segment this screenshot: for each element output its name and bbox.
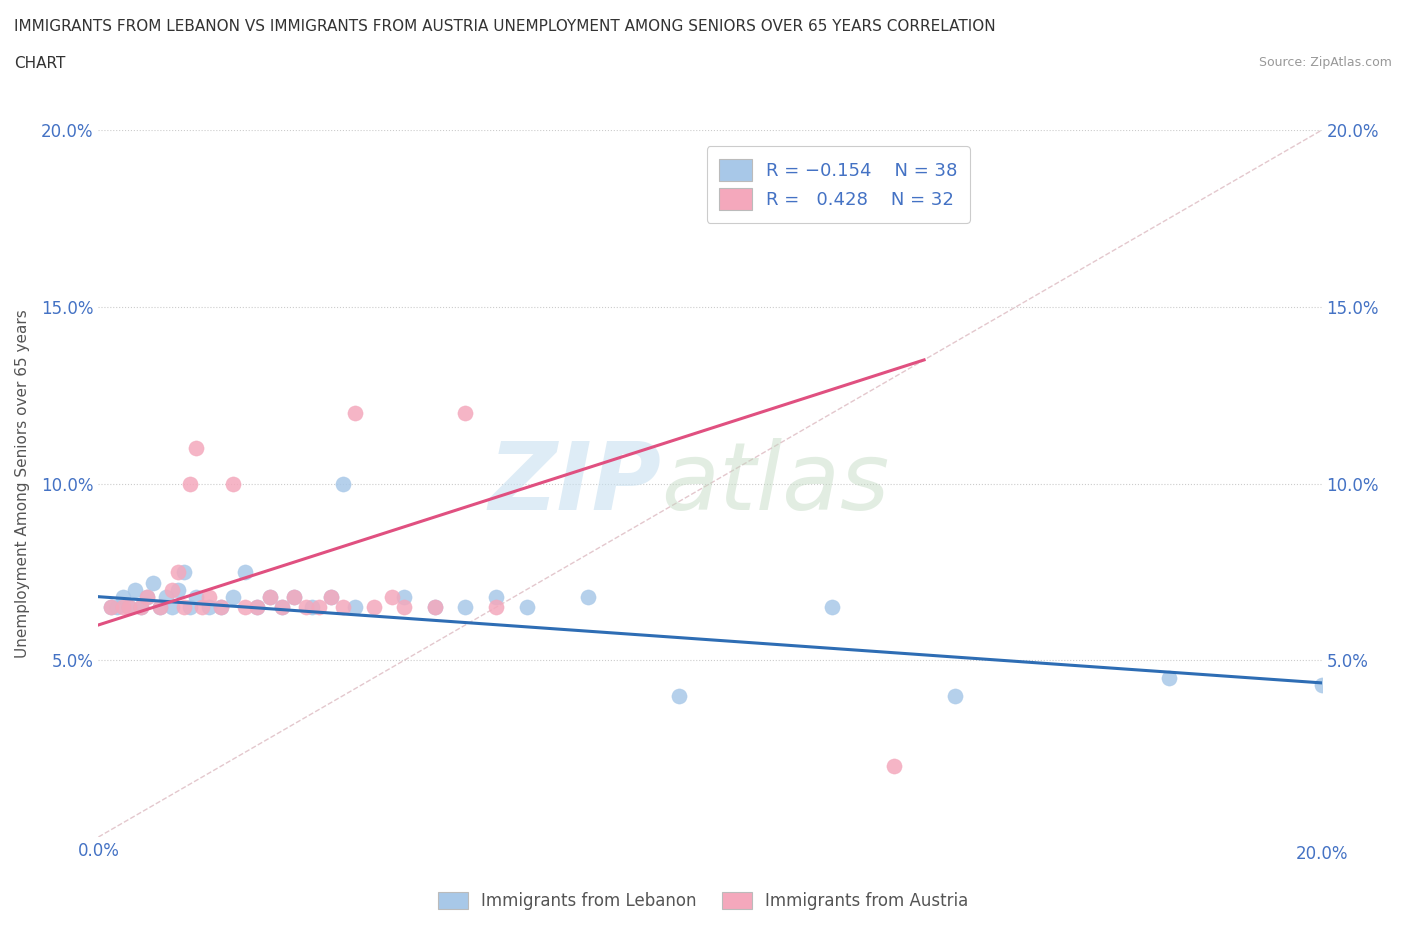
Point: [129, 600, 152, 615]
Point: [943, 688, 966, 703]
Point: [301, 600, 323, 615]
Point: [100, 600, 122, 615]
Point: [160, 600, 183, 615]
Point: [155, 590, 177, 604]
Point: [283, 590, 305, 604]
Text: CHART: CHART: [14, 56, 66, 71]
Point: [668, 688, 690, 703]
Point: [142, 575, 165, 590]
Point: [259, 590, 281, 604]
Point: [344, 600, 367, 615]
Point: [270, 600, 292, 615]
Point: [222, 590, 245, 604]
Point: [381, 590, 404, 604]
Point: [332, 476, 354, 491]
Point: [111, 600, 134, 615]
Point: [129, 600, 152, 615]
Point: [392, 600, 416, 615]
Point: [363, 600, 385, 615]
Point: [283, 590, 305, 604]
Point: [454, 405, 477, 420]
Point: [191, 600, 214, 615]
Point: [821, 600, 844, 615]
Point: [136, 590, 159, 604]
Text: Source: ZipAtlas.com: Source: ZipAtlas.com: [1258, 56, 1392, 69]
Y-axis label: Unemployment Among Seniors over 65 years: Unemployment Among Seniors over 65 years: [15, 310, 30, 658]
Point: [118, 600, 141, 615]
Point: [173, 600, 195, 615]
Point: [1157, 671, 1180, 685]
Point: [344, 405, 367, 420]
Point: [270, 600, 292, 615]
Point: [179, 476, 201, 491]
Point: [332, 600, 354, 615]
Point: [111, 590, 134, 604]
Point: [197, 600, 219, 615]
Point: [246, 600, 269, 615]
Point: [233, 565, 256, 579]
Point: [209, 600, 232, 615]
Point: [485, 590, 508, 604]
Point: [454, 600, 477, 615]
Point: [186, 590, 208, 604]
Point: [173, 565, 195, 579]
Point: [100, 600, 122, 615]
Point: [160, 582, 183, 597]
Point: [246, 600, 269, 615]
Point: [423, 600, 446, 615]
Point: [105, 600, 128, 615]
Point: [209, 600, 232, 615]
Text: 20.0%: 20.0%: [1295, 845, 1348, 863]
Point: [319, 590, 342, 604]
Point: [186, 441, 208, 456]
Point: [308, 600, 330, 615]
Point: [179, 600, 201, 615]
Point: [883, 759, 905, 774]
Point: [319, 590, 342, 604]
Point: [197, 590, 219, 604]
Point: [124, 582, 146, 597]
Point: [423, 600, 446, 615]
Point: [295, 600, 318, 615]
Point: [222, 476, 245, 491]
Point: [392, 590, 416, 604]
Point: [576, 590, 599, 604]
Point: [136, 590, 159, 604]
Point: [149, 600, 172, 615]
Point: [259, 590, 281, 604]
Text: IMMIGRANTS FROM LEBANON VS IMMIGRANTS FROM AUSTRIA UNEMPLOYMENT AMONG SENIORS OV: IMMIGRANTS FROM LEBANON VS IMMIGRANTS FR…: [14, 19, 995, 33]
Legend: R = −0.154    N = 38, R =   0.428    N = 32: R = −0.154 N = 38, R = 0.428 N = 32: [706, 146, 970, 223]
Point: [233, 600, 256, 615]
Legend: Immigrants from Lebanon, Immigrants from Austria: Immigrants from Lebanon, Immigrants from…: [432, 885, 974, 917]
Text: ZIP: ZIP: [488, 438, 661, 529]
Text: atlas: atlas: [661, 438, 890, 529]
Point: [516, 600, 538, 615]
Point: [1310, 678, 1333, 693]
Point: [149, 600, 172, 615]
Point: [167, 582, 190, 597]
Point: [118, 600, 141, 615]
Point: [485, 600, 508, 615]
Point: [167, 565, 190, 579]
